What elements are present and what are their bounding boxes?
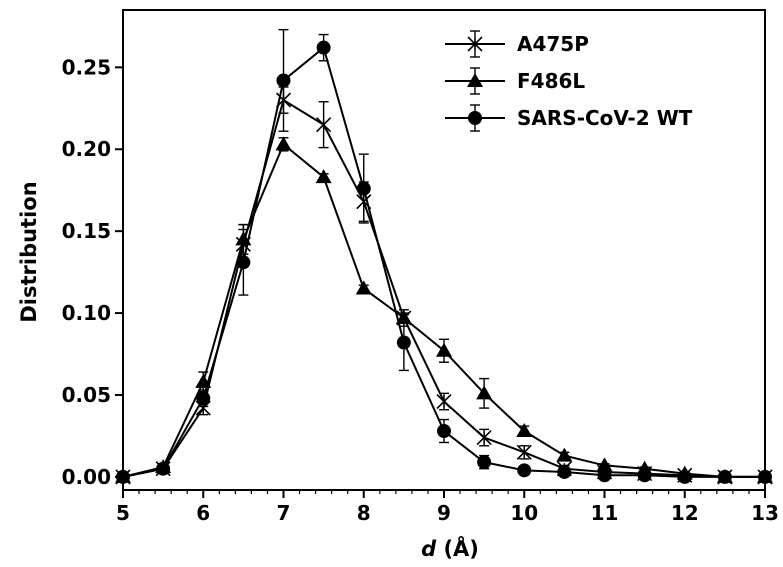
data-point-sars-cov-2-wt-1 (156, 461, 171, 476)
data-point-f486l-6 (355, 280, 372, 295)
y-axis-label: Distribution (17, 181, 41, 322)
data-point-f486l-5 (315, 169, 332, 184)
y-tick-label-3: 0.15 (62, 219, 111, 243)
legend-label-f486l: F486L (517, 69, 585, 93)
data-point-sars-cov-2-wt-11 (557, 464, 572, 479)
data-point-a475p-5 (316, 117, 332, 133)
x-tick-label-0: 5 (116, 501, 130, 525)
x-axis: 5 6 7 8 9 10 11 12 13 (116, 490, 779, 525)
legend-marker-a475p (467, 36, 483, 52)
data-point-sars-cov-2-wt-14 (677, 469, 692, 484)
x-tick-label-1: 6 (196, 501, 210, 525)
data-point-sars-cov-2-wt-5 (316, 40, 331, 55)
legend-label-sars-cov-2-wt: SARS-CoV-2 WT (517, 106, 693, 130)
y-tick-label-5: 0.25 (62, 55, 111, 79)
data-point-a475p-9 (476, 430, 492, 446)
data-point-f486l-8 (436, 342, 452, 357)
plot-frame (122, 9, 766, 491)
data-point-f486l-9 (476, 385, 493, 400)
legend-entry-f486l: F486L (445, 67, 585, 95)
data-point-sars-cov-2-wt-12 (597, 468, 612, 483)
x-tick-label-7: 12 (671, 501, 699, 525)
data-point-sars-cov-2-wt-6 (356, 181, 371, 196)
data-point-sars-cov-2-wt-16 (758, 469, 772, 484)
x-axis-label-unit: (Å) (436, 536, 479, 561)
data-point-sars-cov-2-wt-7 (396, 335, 411, 350)
series-sars-cov-2-wt (116, 28, 772, 484)
y-tick-label-0: 0.00 (62, 465, 111, 489)
x-tick-label-2: 7 (277, 501, 291, 525)
data-point-sars-cov-2-wt-10 (517, 463, 532, 478)
y-tick-label-4: 0.20 (62, 137, 111, 161)
x-axis-label: d (Å) (421, 536, 479, 561)
data-point-sars-cov-2-wt-2 (196, 391, 211, 406)
data-point-sars-cov-2-wt-15 (717, 469, 732, 484)
data-point-sars-cov-2-wt-3 (236, 255, 251, 270)
y-tick-label-1: 0.05 (62, 383, 111, 407)
legend-marker-f486l (467, 73, 483, 87)
data-point-sars-cov-2-wt-0 (116, 469, 130, 484)
data-point-f486l-12 (596, 457, 613, 472)
data-point-f486l-4 (275, 136, 292, 151)
x-tick-label-6: 11 (591, 501, 619, 525)
data-point-a475p-8 (436, 393, 452, 410)
legend-entry-sars-cov-2-wt: SARS-CoV-2 WT (445, 104, 693, 132)
legend: A475P F486L SARS-CoV-2 WT (445, 30, 693, 132)
x-tick-label-5: 10 (510, 501, 538, 525)
x-tick-label-8: 13 (751, 501, 779, 525)
data-point-sars-cov-2-wt-13 (637, 468, 652, 483)
x-tick-label-4: 9 (437, 501, 451, 525)
x-tick-label-3: 8 (357, 501, 371, 525)
legend-marker-sars-cov-2-wt (468, 111, 482, 125)
data-point-f486l-10 (516, 423, 533, 438)
legend-entry-a475p: A475P (445, 30, 589, 58)
series-layer (115, 28, 773, 485)
data-point-f486l-11 (556, 447, 573, 462)
data-point-a475p-10 (516, 444, 532, 460)
x-axis-label-variable: d (421, 537, 437, 561)
y-axis: 0.00 0.05 0.10 0.15 0.20 0.25 (62, 55, 123, 489)
data-point-sars-cov-2-wt-4 (276, 73, 291, 88)
data-point-sars-cov-2-wt-9 (477, 455, 492, 470)
y-tick-label-2: 0.10 (62, 301, 111, 325)
legend-label-a475p: A475P (517, 32, 589, 56)
data-point-sars-cov-2-wt-8 (437, 424, 451, 439)
